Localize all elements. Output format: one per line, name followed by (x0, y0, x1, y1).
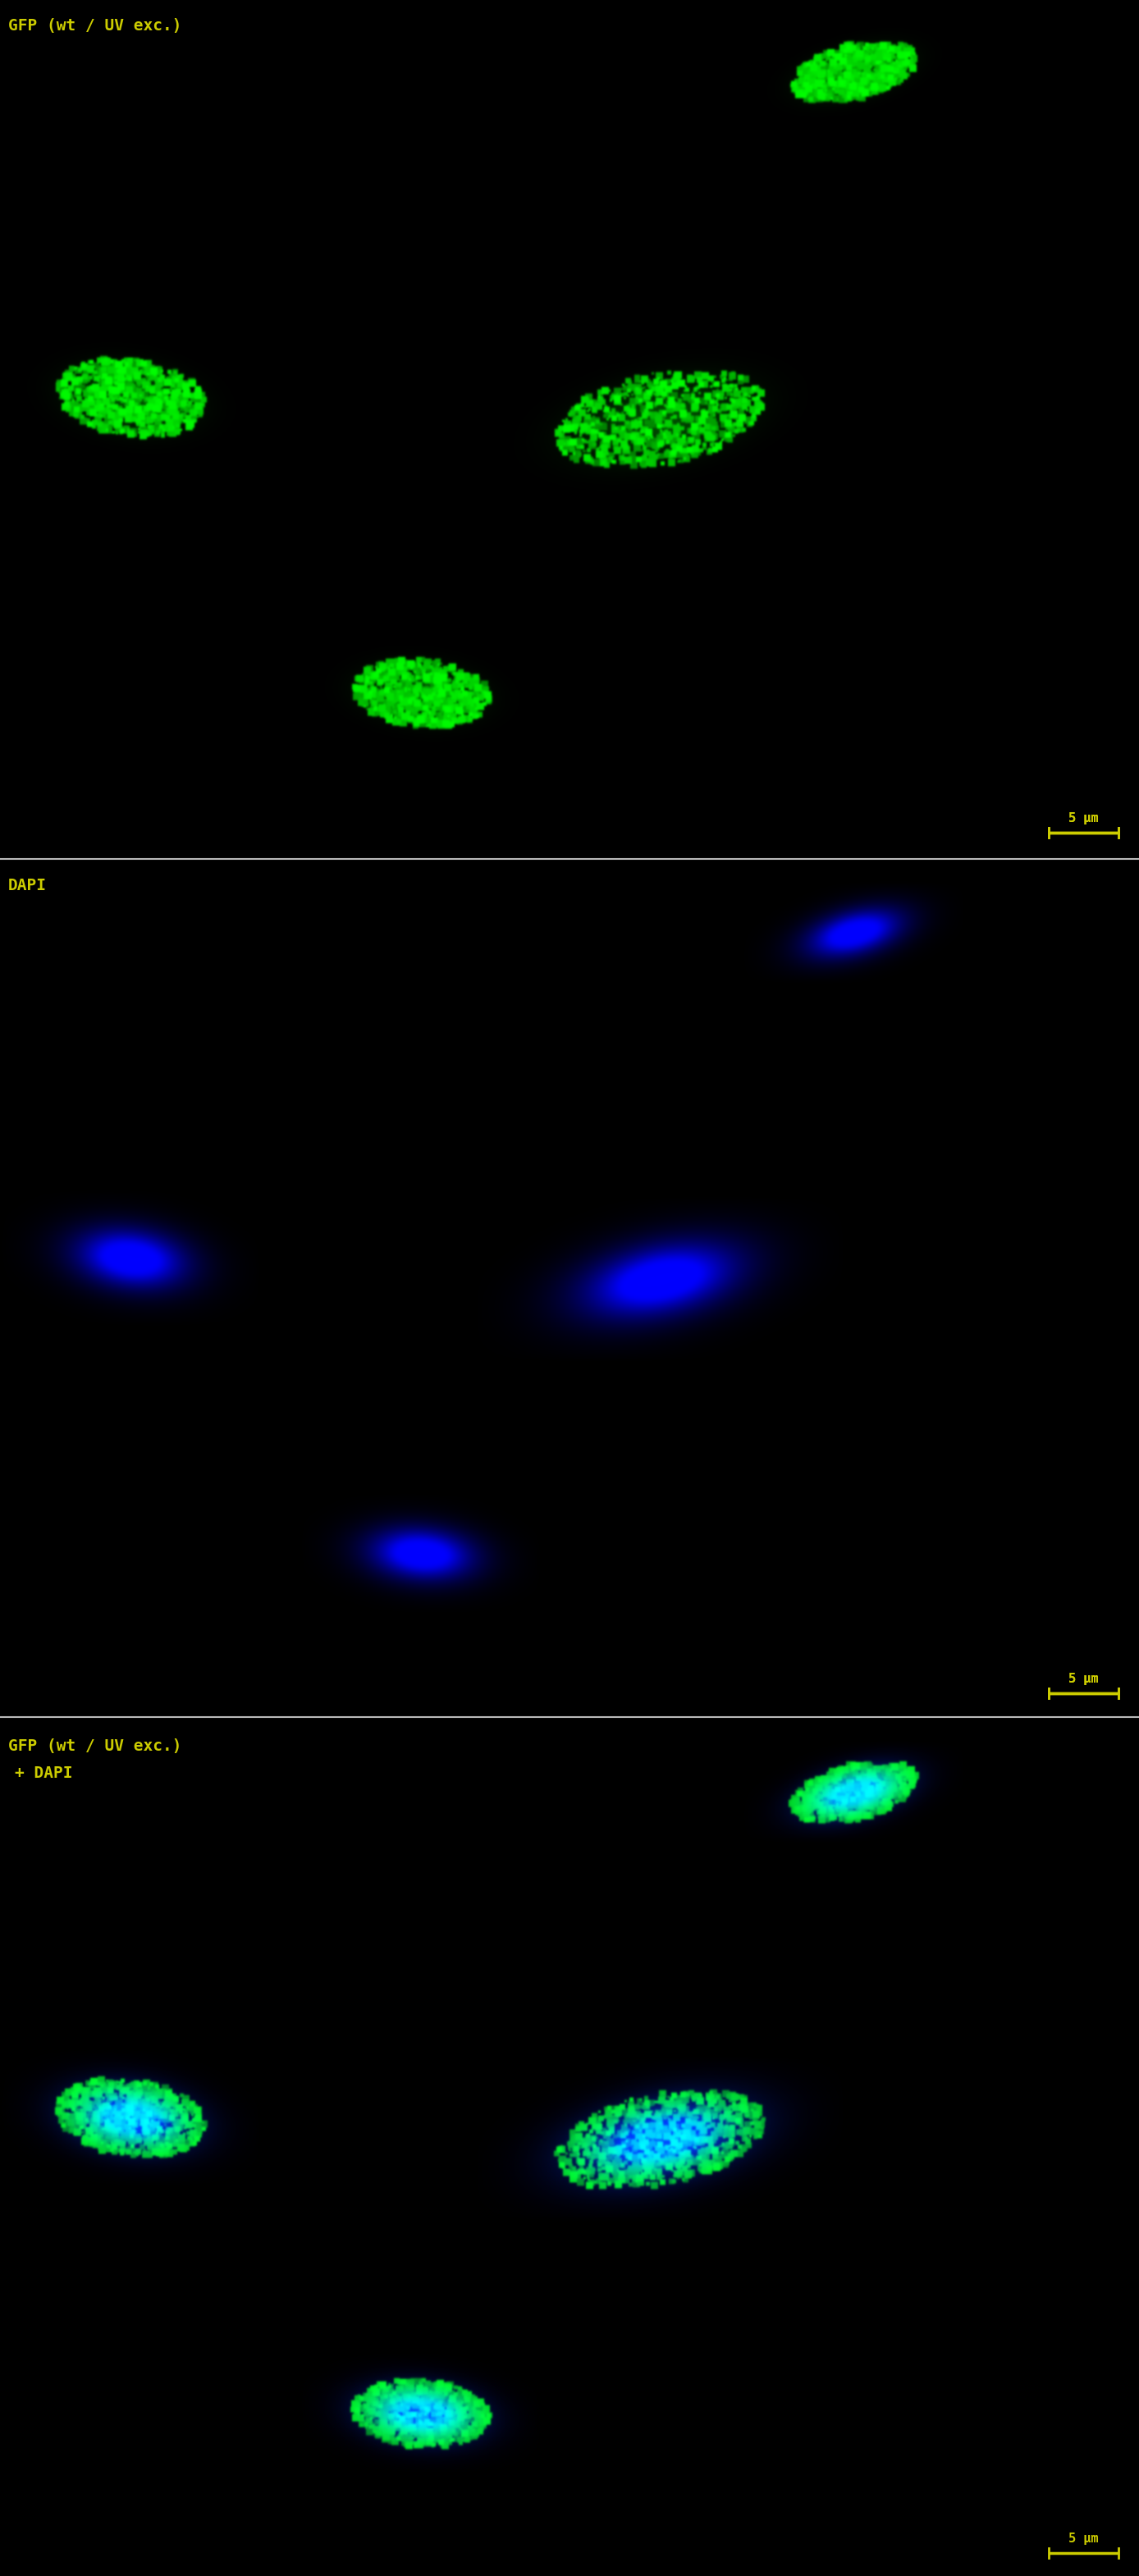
Text: 5 μm: 5 μm (1068, 811, 1099, 824)
Text: DAPI: DAPI (8, 878, 47, 894)
Text: 5 μm: 5 μm (1068, 1672, 1099, 1685)
Text: 5 μm: 5 μm (1068, 1672, 1099, 1685)
Text: + DAPI: + DAPI (15, 1765, 73, 1780)
Text: GFP (wt / UV exc.): GFP (wt / UV exc.) (8, 1739, 182, 1754)
Text: 5 μm: 5 μm (1068, 2532, 1099, 2545)
Text: GFP (wt / UV exc.): GFP (wt / UV exc.) (8, 18, 182, 33)
Text: 5 μm: 5 μm (1068, 811, 1099, 824)
